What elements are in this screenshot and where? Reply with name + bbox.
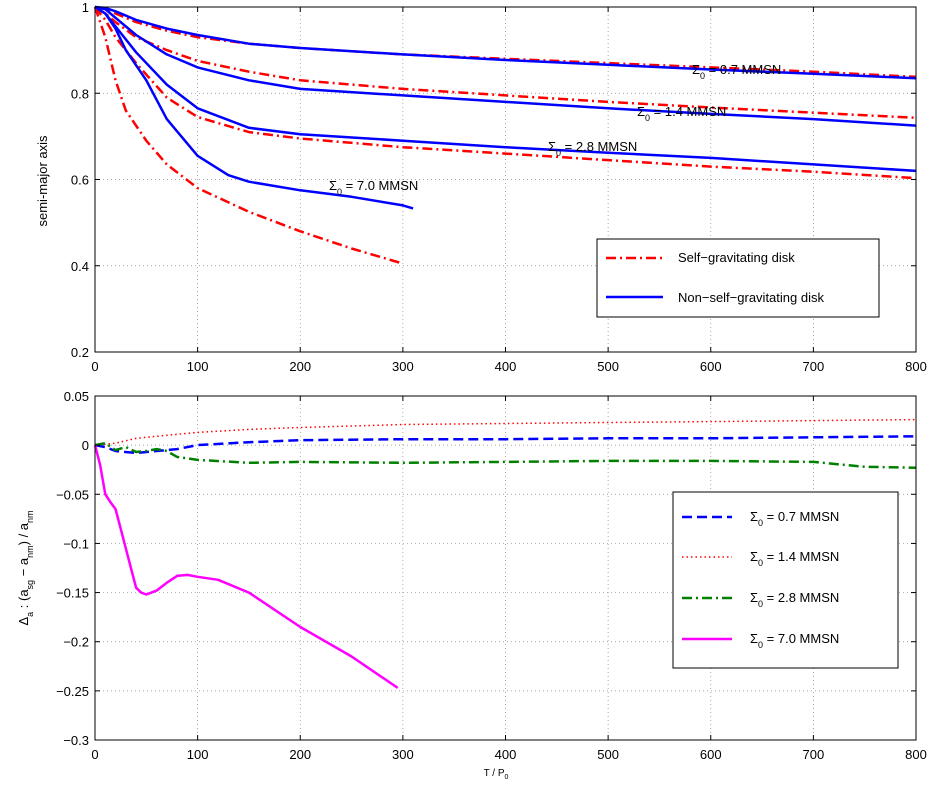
bottom-y-tick-label: 0: [82, 438, 89, 453]
bottom-y-tick-label: −0.3: [63, 733, 89, 748]
top-y-tick-label: 1: [82, 0, 89, 15]
top-y-tick-label: 0.4: [71, 259, 89, 274]
bottom-y-axis-label: Δa : (asg − anm) / anm: [16, 510, 35, 625]
top-series-group: [93, 5, 917, 265]
bottom-y-tick-label: −0.1: [63, 536, 89, 551]
legend-label-7-0: Σ0 = 7.0 MMSN: [750, 631, 839, 650]
top-x-tick-label: 300: [392, 359, 414, 374]
top-y-tick-label: 0.6: [71, 173, 89, 188]
bottom-y-tick-label: −0.15: [56, 586, 89, 601]
top-series-line-7: [94, 5, 414, 210]
top-x-tick-label: 0: [91, 359, 98, 374]
top-y-tick-label: 0.2: [71, 345, 89, 360]
bottom-y-tick-label: 0.05: [64, 389, 89, 404]
bottom-series-line-3: [93, 444, 399, 689]
top-series-line-1: [94, 5, 917, 80]
top-y-axis-label: semi-major axis: [35, 135, 50, 227]
bottom-legend: Σ0 = 0.7 MMSN Σ0 = 1.4 MMSN Σ0 = 2.8 MMS…: [672, 491, 899, 669]
top-series-line-5: [94, 5, 917, 173]
top-panel: 0 100 200 300 400 500 600 700 800 0.2 0.4 0.6 0.8 1 s…: [35, 0, 927, 374]
top-ticks: 0 100 200 300 400 500 600 700 800 0.2 0.4 0.6 0.8 1: [71, 0, 927, 374]
bottom-x-tick-label: 600: [700, 747, 722, 762]
bottom-series-line-1: [94, 418, 917, 446]
bottom-y-tick-label: −0.2: [63, 635, 89, 650]
annotation-7-0: Σ0 = 7.0 MMSN: [329, 178, 418, 197]
legend-label-1-4: Σ0 = 1.4 MMSN: [750, 549, 839, 568]
bottom-x-tick-label: 100: [187, 747, 209, 762]
bottom-x-tick-label: 0: [91, 747, 98, 762]
top-x-tick-label: 500: [597, 359, 619, 374]
bottom-panel: 0 100 200 300 400 500 600 700 800 −0.3 −0.25 −0.2 −0…: [16, 389, 927, 781]
top-x-tick-label: 200: [289, 359, 311, 374]
top-series-line-6: [93, 6, 404, 265]
bottom-y-tick-label: −0.25: [56, 684, 89, 699]
annotation-1-4: Σ0 = 1.4 MMSN: [637, 104, 726, 123]
bottom-x-tick-label: 200: [289, 747, 311, 762]
bottom-x-tick-label: 300: [392, 747, 414, 762]
bottom-x-axis-label: T / P0: [484, 768, 509, 781]
bottom-x-tick-label: 400: [495, 747, 517, 762]
bottom-ticks: 0 100 200 300 400 500 600 700 800 −0.3 −0.25 −0.2 −0…: [56, 389, 927, 762]
top-series-line-2: [94, 5, 917, 120]
top-x-tick-label: 600: [700, 359, 722, 374]
bottom-x-tick-label: 800: [905, 747, 927, 762]
legend-label-2-8: Σ0 = 2.8 MMSN: [750, 590, 839, 609]
annotation-2-8: Σ0 = 2.8 MMSN: [548, 139, 637, 158]
top-series-line-4: [94, 6, 917, 180]
top-legend: Self−gravitating disk Non−self−gravitati…: [596, 238, 880, 318]
top-y-tick-label: 0.8: [71, 86, 89, 101]
bottom-y-tick-label: −0.05: [56, 487, 89, 502]
top-x-tick-label: 400: [495, 359, 517, 374]
top-x-tick-label: 100: [187, 359, 209, 374]
bottom-series-group: [93, 418, 917, 689]
legend-label-self-grav: Self−gravitating disk: [678, 250, 795, 265]
top-x-tick-label: 700: [803, 359, 825, 374]
legend-label-0-7: Σ0 = 0.7 MMSN: [750, 509, 839, 528]
bottom-series-line-2: [94, 441, 917, 469]
top-x-tick-label: 800: [905, 359, 927, 374]
top-series-line-3: [94, 5, 917, 127]
annotation-0-7: Σ0 = 0.7 MMSN: [692, 62, 781, 81]
legend-label-non-self-grav: Non−self−gravitating disk: [678, 290, 824, 305]
top-legend-box: [596, 238, 880, 318]
bottom-series-line-0: [94, 435, 917, 455]
bottom-x-tick-label: 500: [597, 747, 619, 762]
bottom-x-tick-label: 700: [803, 747, 825, 762]
